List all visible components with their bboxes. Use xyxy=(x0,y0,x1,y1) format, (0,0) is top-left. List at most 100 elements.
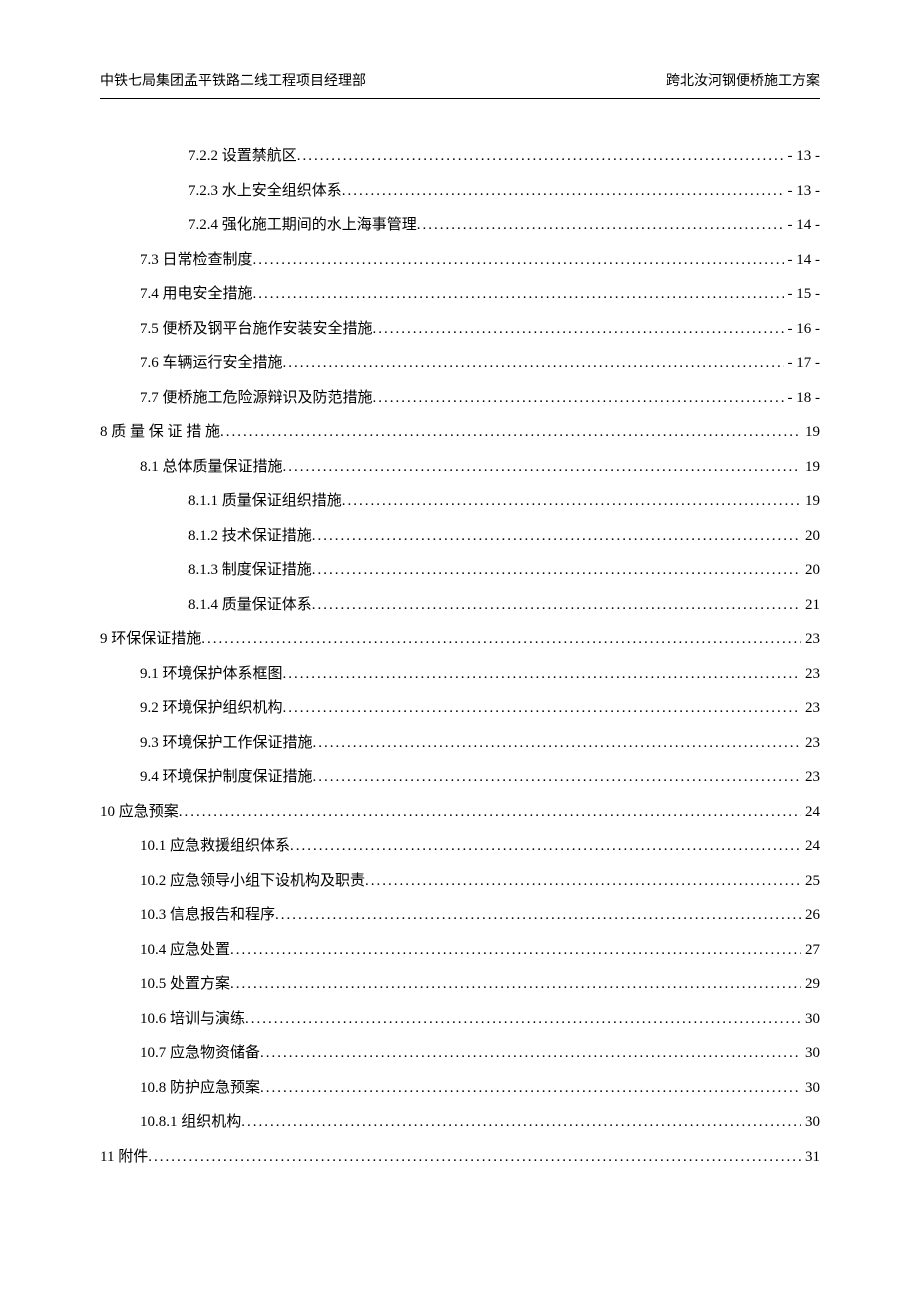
toc-entry-page: 23 xyxy=(801,760,820,795)
toc-entry: 9.2 环境保护组织机构 23 xyxy=(100,691,820,726)
toc-entry-page: - 13 - xyxy=(784,139,821,174)
toc-leader-dots xyxy=(373,381,784,416)
toc-entry-page: - 15 - xyxy=(784,277,821,312)
toc-leader-dots xyxy=(342,174,784,209)
toc-leader-dots xyxy=(283,346,784,381)
toc-entry: 8.1.2 技术保证措施 20 xyxy=(100,519,820,554)
toc-entry-label: 8.1 总体质量保证措施 xyxy=(140,450,283,485)
toc-leader-dots xyxy=(241,1105,801,1140)
toc-entry-label: 10.3 信息报告和程序 xyxy=(140,898,275,933)
page-header: 中铁七局集团孟平铁路二线工程项目经理部 跨北汝河钢便桥施工方案 xyxy=(100,70,820,99)
toc-entry-page: 21 xyxy=(801,588,820,623)
toc-leader-dots xyxy=(253,277,784,312)
toc-entry-label: 9.3 环境保护工作保证措施 xyxy=(140,726,313,761)
toc-entry-label: 7.3 日常检查制度 xyxy=(140,243,253,278)
toc-entry-page: - 18 - xyxy=(784,381,821,416)
toc-entry-label: 8.1.2 技术保证措施 xyxy=(188,519,312,554)
toc-entry: 8.1.3 制度保证措施20 xyxy=(100,553,820,588)
toc-leader-dots xyxy=(253,243,784,278)
toc-leader-dots xyxy=(148,1140,801,1175)
toc-entry-label: 10.2 应急领导小组下设机构及职责 xyxy=(140,864,365,899)
toc-entry: 9.1 环境保护体系框图 23 xyxy=(100,657,820,692)
toc-entry-label: 7.6 车辆运行安全措施 xyxy=(140,346,283,381)
toc-entry: 8 质 量 保 证 措 施 19 xyxy=(100,415,820,450)
toc-entry-page: 29 xyxy=(801,967,820,1002)
toc-entry-label: 10.5 处置方案 xyxy=(140,967,230,1002)
toc-entry: 9.4 环境保护制度保证措施 23 xyxy=(100,760,820,795)
toc-entry: 7.5 便桥及钢平台施作安装安全措施 - 16 - xyxy=(100,312,820,347)
toc-leader-dots xyxy=(275,898,801,933)
toc-entry-label: 10.6 培训与演练 xyxy=(140,1002,245,1037)
toc-entry-page: 23 xyxy=(801,657,820,692)
toc-entry: 10.4 应急处置27 xyxy=(100,933,820,968)
toc-entry-page: - 17 - xyxy=(784,346,821,381)
toc-entry-label: 9.1 环境保护体系框图 xyxy=(140,657,283,692)
toc-entry-page: 30 xyxy=(801,1071,820,1106)
toc-entry: 10.7 应急物资储备30 xyxy=(100,1036,820,1071)
toc-entry-label: 8.1.3 制度保证措施 xyxy=(188,553,312,588)
toc-entry: 9 环保保证措施 23 xyxy=(100,622,820,657)
toc-entry-page: 19 xyxy=(801,415,820,450)
toc-entry-page: 30 xyxy=(801,1105,820,1140)
toc-entry: 8.1.1 质量保证组织措施 19 xyxy=(100,484,820,519)
toc-entry-label: 11 附件 xyxy=(100,1140,148,1175)
toc-entry-page: 23 xyxy=(801,622,820,657)
toc-entry: 10.3 信息报告和程序 26 xyxy=(100,898,820,933)
toc-entry-label: 10.1 应急救援组织体系 xyxy=(140,829,290,864)
toc-entry: 7.7 便桥施工危险源辩识及防范措施 - 18 - xyxy=(100,381,820,416)
toc-entry: 7.2.3 水上安全组织体系- 13 - xyxy=(100,174,820,209)
toc-leader-dots xyxy=(313,726,801,761)
toc-leader-dots xyxy=(373,312,784,347)
toc-entry-label: 7.5 便桥及钢平台施作安装安全措施 xyxy=(140,312,373,347)
toc-entry: 10.8.1 组织机构 30 xyxy=(100,1105,820,1140)
toc-entry-page: 25 xyxy=(801,864,820,899)
toc-entry-page: 24 xyxy=(801,795,820,830)
toc-leader-dots xyxy=(312,553,801,588)
toc-entry-label: 9.4 环境保护制度保证措施 xyxy=(140,760,313,795)
toc-entry-label: 7.2.3 水上安全组织体系 xyxy=(188,174,342,209)
toc-entry-label: 8 质 量 保 证 措 施 xyxy=(100,415,220,450)
toc-entry: 10.6 培训与演练 30 xyxy=(100,1002,820,1037)
toc-entry-page: 30 xyxy=(801,1036,820,1071)
toc-entry: 8.1.4 质量保证体系21 xyxy=(100,588,820,623)
toc-entry-page: 19 xyxy=(801,484,820,519)
toc-leader-dots xyxy=(230,933,801,968)
toc-entry: 10 应急预案 24 xyxy=(100,795,820,830)
toc-entry-page: 19 xyxy=(801,450,820,485)
header-right: 跨北汝河钢便桥施工方案 xyxy=(666,70,820,90)
toc-entry-label: 10 应急预案 xyxy=(100,795,179,830)
toc-entry-label: 7.7 便桥施工危险源辩识及防范措施 xyxy=(140,381,373,416)
toc-leader-dots xyxy=(365,864,801,899)
toc-entry-page: 24 xyxy=(801,829,820,864)
document-page: 中铁七局集团孟平铁路二线工程项目经理部 跨北汝河钢便桥施工方案 7.2.2 设置… xyxy=(0,0,920,1234)
toc-leader-dots xyxy=(230,967,801,1002)
toc-entry-label: 10.8 防护应急预案 xyxy=(140,1071,260,1106)
toc-entry: 8.1 总体质量保证措施 19 xyxy=(100,450,820,485)
toc-entry-page: 23 xyxy=(801,691,820,726)
toc-leader-dots xyxy=(297,139,784,174)
toc-leader-dots xyxy=(201,622,801,657)
header-left: 中铁七局集团孟平铁路二线工程项目经理部 xyxy=(100,70,366,90)
toc-entry: 9.3 环境保护工作保证措施 23 xyxy=(100,726,820,761)
toc-leader-dots xyxy=(283,657,801,692)
toc-entry-page: - 14 - xyxy=(784,243,821,278)
toc-entry-label: 9 环保保证措施 xyxy=(100,622,201,657)
toc-leader-dots xyxy=(417,208,784,243)
toc-entry: 10.5 处置方案 29 xyxy=(100,967,820,1002)
toc-entry: 7.4 用电安全措施- 15 - xyxy=(100,277,820,312)
toc-entry: 11 附件31 xyxy=(100,1140,820,1175)
toc-entry-label: 10.4 应急处置 xyxy=(140,933,230,968)
toc-entry: 7.2.2 设置禁航区- 13 - xyxy=(100,139,820,174)
toc-entry-page: 26 xyxy=(801,898,820,933)
toc-entry-label: 8.1.1 质量保证组织措施 xyxy=(188,484,342,519)
toc-leader-dots xyxy=(283,691,801,726)
toc-leader-dots xyxy=(312,588,801,623)
toc-leader-dots xyxy=(313,760,801,795)
toc-entry-page: 20 xyxy=(801,519,820,554)
toc-entry: 7.6 车辆运行安全措施 - 17 - xyxy=(100,346,820,381)
toc-entry-label: 10.8.1 组织机构 xyxy=(140,1105,241,1140)
toc-entry-page: - 16 - xyxy=(784,312,821,347)
toc-entry-page: 30 xyxy=(801,1002,820,1037)
toc-entry-label: 9.2 环境保护组织机构 xyxy=(140,691,283,726)
toc-entry-page: 23 xyxy=(801,726,820,761)
